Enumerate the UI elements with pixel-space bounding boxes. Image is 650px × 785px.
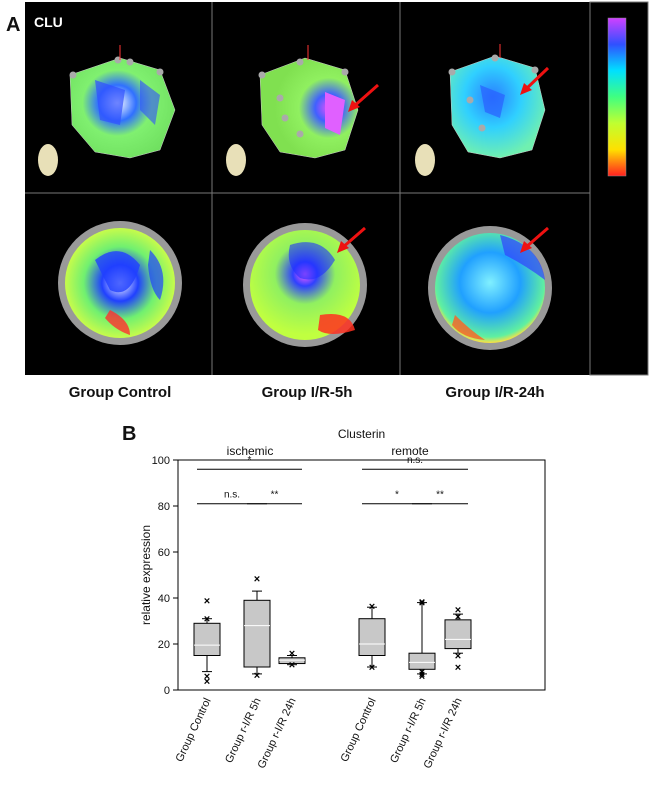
group-title: remote bbox=[391, 444, 429, 458]
outlier: × bbox=[455, 662, 461, 674]
box bbox=[193, 622, 221, 656]
group-label-control: Group Control bbox=[68, 384, 172, 401]
significance-label: ** bbox=[271, 490, 279, 501]
panel-a-letter: A bbox=[6, 14, 21, 36]
y-tick-label: 40 bbox=[158, 593, 170, 605]
x-tick-label: Group Control bbox=[174, 696, 214, 764]
significance-label: * bbox=[248, 455, 252, 466]
outlier: × bbox=[204, 595, 210, 607]
x-tick-label: Group r-I/R 24h bbox=[422, 696, 465, 770]
outlier: × bbox=[419, 671, 425, 683]
group-label-ir-5h: Group I/R-5h bbox=[261, 384, 353, 401]
bullseye-ir-24h bbox=[428, 226, 552, 350]
bullseye-control bbox=[58, 221, 182, 345]
outlier: × bbox=[289, 660, 295, 672]
box bbox=[358, 618, 386, 657]
outlier: × bbox=[455, 651, 461, 663]
plot-frame bbox=[177, 459, 546, 691]
arrow-indicator bbox=[341, 226, 366, 250]
group-label-ir-24h: Group I/R-24h bbox=[445, 384, 545, 401]
y-tick-label: 60 bbox=[158, 547, 170, 559]
x-tick-label: Group r-I/R 5h bbox=[223, 696, 264, 765]
outlier: × bbox=[419, 667, 425, 679]
x-tick-label: Group r-I/R 5h bbox=[388, 696, 429, 765]
outlier: × bbox=[455, 605, 461, 617]
chart-title: Clusterin bbox=[338, 427, 385, 441]
bullseye-ir-5h bbox=[243, 223, 367, 347]
arrow-indicator bbox=[524, 226, 549, 250]
outlier: × bbox=[369, 662, 375, 674]
panel-a-heart-maps: CLU bbox=[25, 1, 649, 376]
y-tick-label: 20 bbox=[158, 639, 170, 651]
significance-label: n.s. bbox=[224, 490, 240, 501]
y-tick-label: 80 bbox=[158, 501, 170, 513]
outlier: × bbox=[455, 611, 461, 623]
outlier: × bbox=[369, 601, 375, 613]
outlier: × bbox=[419, 669, 425, 681]
outlier: × bbox=[204, 614, 210, 626]
outlier: × bbox=[254, 573, 260, 585]
box bbox=[408, 652, 436, 670]
outlier: × bbox=[204, 671, 210, 683]
marker-label: CLU bbox=[34, 14, 63, 30]
heart-3d-control bbox=[38, 45, 176, 176]
outlier: × bbox=[419, 596, 425, 608]
color-scale-bar bbox=[607, 17, 627, 177]
significance-label: n.s. bbox=[407, 455, 423, 466]
heart-3d-ir-5h bbox=[226, 45, 379, 176]
x-tick-label: Group r-I/R 24h bbox=[256, 696, 299, 770]
panel-b-letter: B bbox=[122, 423, 137, 445]
box bbox=[278, 657, 306, 665]
outlier: × bbox=[254, 670, 260, 682]
heart-3d-ir-24h bbox=[415, 44, 550, 176]
box bbox=[243, 599, 271, 668]
significance-label: * bbox=[395, 490, 399, 501]
y-axis-label: relative expression bbox=[139, 525, 153, 625]
outlier: × bbox=[204, 676, 210, 688]
y-tick-label: 100 bbox=[152, 455, 170, 467]
x-tick-label: Group Control bbox=[339, 696, 379, 764]
outlier: × bbox=[289, 648, 295, 660]
outlier: × bbox=[419, 598, 425, 610]
significance-label: ** bbox=[436, 490, 444, 501]
arrow-indicator bbox=[523, 66, 550, 92]
box bbox=[444, 619, 472, 650]
y-tick-label: 0 bbox=[164, 685, 170, 697]
group-title: ischemic bbox=[227, 444, 274, 458]
